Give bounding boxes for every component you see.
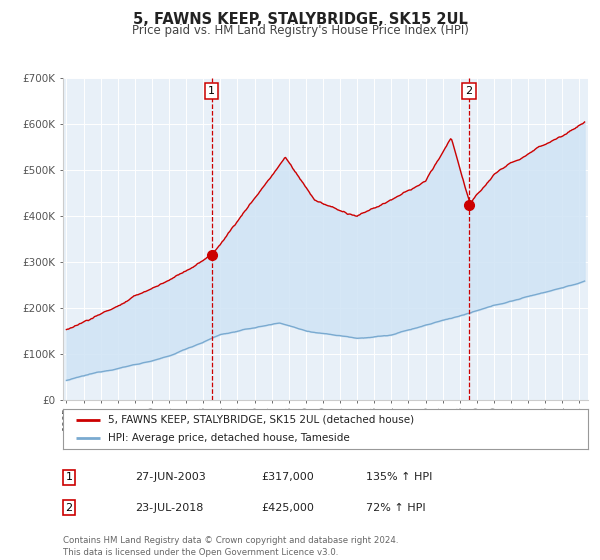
Text: 5, FAWNS KEEP, STALYBRIDGE, SK15 2UL (detached house): 5, FAWNS KEEP, STALYBRIDGE, SK15 2UL (de…: [107, 415, 414, 424]
Text: 135% ↑ HPI: 135% ↑ HPI: [366, 472, 433, 482]
Text: 23-JUL-2018: 23-JUL-2018: [135, 503, 203, 513]
Text: Price paid vs. HM Land Registry's House Price Index (HPI): Price paid vs. HM Land Registry's House …: [131, 24, 469, 37]
Text: 2: 2: [466, 86, 473, 96]
Text: 27-JUN-2003: 27-JUN-2003: [135, 472, 206, 482]
Text: £425,000: £425,000: [261, 503, 314, 513]
Text: 1: 1: [65, 472, 73, 482]
Text: HPI: Average price, detached house, Tameside: HPI: Average price, detached house, Tame…: [107, 433, 349, 443]
Text: £317,000: £317,000: [261, 472, 314, 482]
Text: Contains HM Land Registry data © Crown copyright and database right 2024.
This d: Contains HM Land Registry data © Crown c…: [63, 536, 398, 557]
Text: 1: 1: [208, 86, 215, 96]
Text: 72% ↑ HPI: 72% ↑ HPI: [366, 503, 425, 513]
Text: 5, FAWNS KEEP, STALYBRIDGE, SK15 2UL: 5, FAWNS KEEP, STALYBRIDGE, SK15 2UL: [133, 12, 467, 27]
Text: 2: 2: [65, 503, 73, 513]
